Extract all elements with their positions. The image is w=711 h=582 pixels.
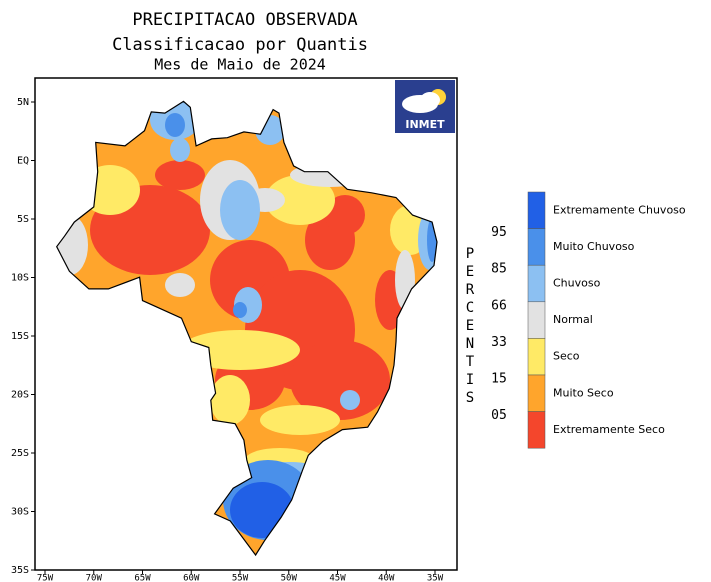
lon-label: 75W xyxy=(37,574,54,582)
legend-label: Muito Seco xyxy=(553,386,614,399)
legend-label: Normal xyxy=(553,313,593,326)
lon-label: 65W xyxy=(134,574,151,582)
lat-label: 35S xyxy=(11,565,29,576)
legend-swatch xyxy=(527,228,546,266)
lat-label: EQ xyxy=(17,156,29,167)
percentile-label: 33 xyxy=(491,335,507,350)
country-outline xyxy=(55,100,438,557)
title: PRECIPITACAO OBSERVADA xyxy=(132,10,357,30)
precip-area xyxy=(325,195,365,235)
logo-cloud xyxy=(420,92,440,108)
lat-label: 5S xyxy=(17,214,29,225)
legend-label: Chuvoso xyxy=(553,277,601,290)
logo: INMET xyxy=(395,80,455,133)
subtitle: Classificacao por Quantis xyxy=(112,35,368,55)
precip-area xyxy=(290,340,390,420)
precip-area xyxy=(220,180,260,240)
percentile-label: 85 xyxy=(491,262,507,277)
precip-area xyxy=(233,302,247,318)
legend-swatch xyxy=(527,191,546,229)
lat-label: 20S xyxy=(11,390,29,401)
percentile-label: 05 xyxy=(491,408,507,423)
legend-swatch xyxy=(527,338,546,376)
legend-label: Extremamente Seco xyxy=(553,423,665,436)
legend-swatch xyxy=(527,264,546,303)
precip-area xyxy=(165,113,185,137)
lat-label: 10S xyxy=(11,273,29,284)
precip-area xyxy=(265,175,335,225)
logo-text: INMET xyxy=(405,118,445,131)
precip-area xyxy=(340,390,360,410)
legend: Extremamente Chuvoso Muito Chuvoso Chuvoso… xyxy=(462,191,686,449)
legend-axis-title: PERCENTIS xyxy=(462,246,478,408)
percentile-label: 95 xyxy=(491,225,507,240)
legend-swatch xyxy=(527,374,546,412)
legend-label: Seco xyxy=(553,350,580,363)
legend-swatch xyxy=(527,301,546,339)
precip-area xyxy=(210,375,250,425)
precip-area xyxy=(165,273,195,297)
legend-label: Muito Chuvoso xyxy=(553,240,635,253)
percentile-label: 66 xyxy=(491,298,507,313)
lon-label: 60W xyxy=(183,574,200,582)
lon-label: 45W xyxy=(329,574,346,582)
lon-label: 55W xyxy=(232,574,249,582)
lon-label: 40W xyxy=(378,574,395,582)
percentile-label: 15 xyxy=(491,372,507,387)
precip-area xyxy=(155,160,205,190)
period: Mes de Maio de 2024 xyxy=(154,56,326,74)
precip-area xyxy=(170,138,190,162)
lat-label: 30S xyxy=(11,507,29,518)
lat-label: 5N xyxy=(17,97,29,108)
legend-swatch xyxy=(527,411,546,449)
lat-label: 25S xyxy=(11,448,29,459)
lon-label: 70W xyxy=(86,574,103,582)
lon-label: 50W xyxy=(281,574,298,582)
precip-area xyxy=(260,405,340,435)
lon-label: 35W xyxy=(427,574,444,582)
lat-label: 15S xyxy=(11,331,29,342)
legend-label: Extremamente Chuvoso xyxy=(553,203,686,216)
